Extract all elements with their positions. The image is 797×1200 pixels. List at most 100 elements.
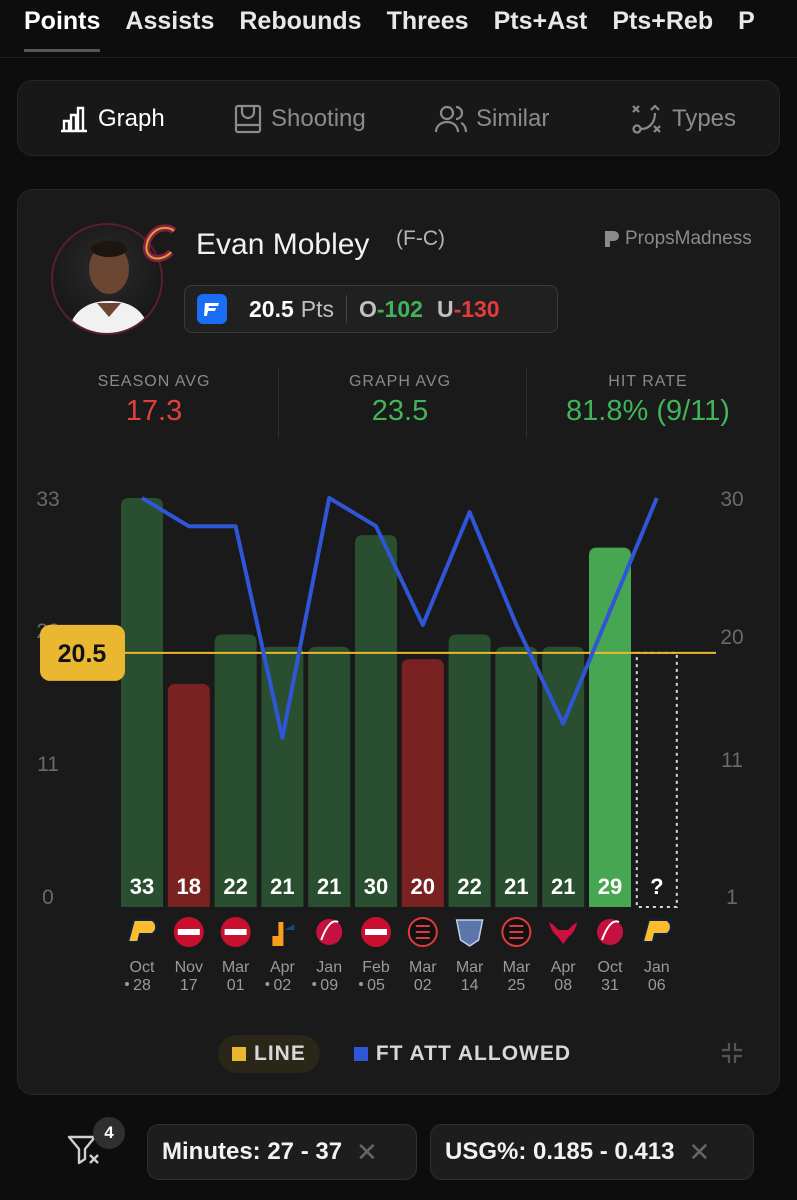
date-day-label: 08 [554,977,572,994]
stat-label: GRAPH AVG [348,373,452,390]
remove-filter-icon[interactable]: ✕ [356,1136,378,1167]
player-name: Evan Mobley [196,228,370,261]
tab-types-label: Types [672,105,737,132]
legend-line-label: LINE [254,1042,306,1065]
player-headshot-icon [67,241,151,333]
bar[interactable] [448,634,491,907]
y-tick-right: 1 [726,886,738,909]
bar-chart-icon [61,106,87,133]
opponent-logo-chi [549,922,578,944]
tab-shooting-label: Shooting [271,105,366,132]
date-month-label: Mar [456,959,484,976]
court-icon [234,104,262,134]
opponent-logo-mem [455,919,484,947]
filter-chip-minutes[interactable]: Minutes: 27 - 37 ✕ [147,1124,417,1180]
y-tick-left: 11 [37,753,59,776]
filter-chip-usg[interactable]: USG%: 0.185 - 0.413 ✕ [430,1124,754,1180]
bar[interactable] [214,634,257,907]
bar[interactable] [167,683,210,907]
bar-value-label: 30 [364,874,388,899]
prop-line-badge [40,624,125,681]
bar[interactable] [261,646,304,907]
opponent-logo-det [220,917,251,947]
date-marker-dot [312,982,317,986]
date-month-label: Apr [270,959,296,976]
tab-points[interactable]: Points [24,0,101,52]
brand-watermark: PropsMadness [603,228,752,250]
filter-chip-label: Minutes: 27 - 37 [162,1138,343,1165]
y-tick-right: 30 [720,488,743,511]
under-odds: -130 [453,295,500,322]
tab-pts-ast[interactable]: Pts+Ast [493,7,588,35]
player-position: (F-C) [396,227,445,250]
tab-threes[interactable]: Threes [386,7,469,35]
date-day-label: 25 [508,977,526,994]
opponent-logo-tor [316,919,343,945]
play-diagram-icon [632,104,661,134]
pill-divider [346,295,347,323]
stat-value: 17.3 [125,395,183,427]
stat-hit-rate: HIT RATE 81.8% (9/11) [523,373,773,428]
chart-legend: LINE FT ATT ALLOWED [218,1035,571,1073]
points-chart: 332211030201113318222121302022212129?20.… [36,488,743,994]
opponent-logo-tor [597,919,623,945]
bar[interactable] [495,646,538,907]
ft-att-allowed-line [140,496,659,740]
y-tick-right: 11 [721,749,743,772]
bar[interactable] [121,498,163,907]
date-day-label: 09 [320,977,338,994]
bar[interactable] [401,659,444,907]
tab-similar-label: Similar [476,105,550,132]
legend-ft-swatch [353,1047,368,1061]
y-tick-right: 20 [720,626,743,649]
over-odds: -102 [376,295,423,322]
legend-ft-label: FT ATT ALLOWED [375,1042,572,1065]
date-month-label: Oct [130,959,155,976]
bar-value-label: 22 [223,874,247,899]
stat-value: 23.5 [371,395,429,427]
under-label: U [436,295,454,322]
tab-shooting[interactable]: Shooting [233,81,366,157]
date-month-label: Mar [409,959,437,976]
bar-value-label: 22 [457,874,481,899]
collapse-icon[interactable] [720,1041,744,1065]
stat-divider [278,368,279,438]
stat-divider [526,368,527,438]
tab-similar[interactable]: Similar [434,81,549,157]
over-label: O [359,295,377,322]
date-marker-dot [359,982,363,986]
bar-value-label: 21 [551,874,575,899]
opponent-logo-ind [126,919,158,943]
tab-types[interactable]: Types [630,81,736,157]
legend-line-swatch [232,1047,246,1061]
cavaliers-logo [142,224,177,263]
date-day-label: 02 [274,977,292,994]
prop-line-badge-label: 20.5 [58,640,107,668]
date-day-label: 02 [414,977,432,994]
opponent-logo-uta [272,922,295,946]
bar[interactable] [355,535,397,907]
bar-value-label: 33 [130,874,154,899]
bar-value-label: ? [650,874,663,899]
y-tick-left: 0 [42,886,54,909]
date-month-label: Feb [362,959,390,976]
tab-pts-reb[interactable]: Pts+Reb [612,7,714,35]
tab-rebounds[interactable]: Rebounds [239,7,362,35]
legend-ft-item[interactable]: FT ATT ALLOWED [353,1042,572,1066]
tab-p[interactable]: P [738,7,755,35]
tab-graph[interactable]: Graph [58,81,165,157]
bar[interactable] [589,547,631,907]
opponent-logo-ind [641,919,672,943]
tab-assists[interactable]: Assists [125,7,215,35]
date-day-label: 17 [180,977,198,994]
date-day-label: 06 [648,977,666,994]
opponent-logo-por [501,917,532,947]
bar[interactable] [542,646,585,907]
bar[interactable] [308,646,351,907]
date-day-label: 05 [367,977,385,994]
legend-line-item[interactable]: LINE [218,1035,320,1073]
date-month-label: Jan [644,959,670,976]
date-day-label: 01 [227,977,245,994]
remove-filter-icon[interactable]: ✕ [688,1136,711,1167]
stat-season-avg: SEASON AVG 17.3 [29,373,279,428]
